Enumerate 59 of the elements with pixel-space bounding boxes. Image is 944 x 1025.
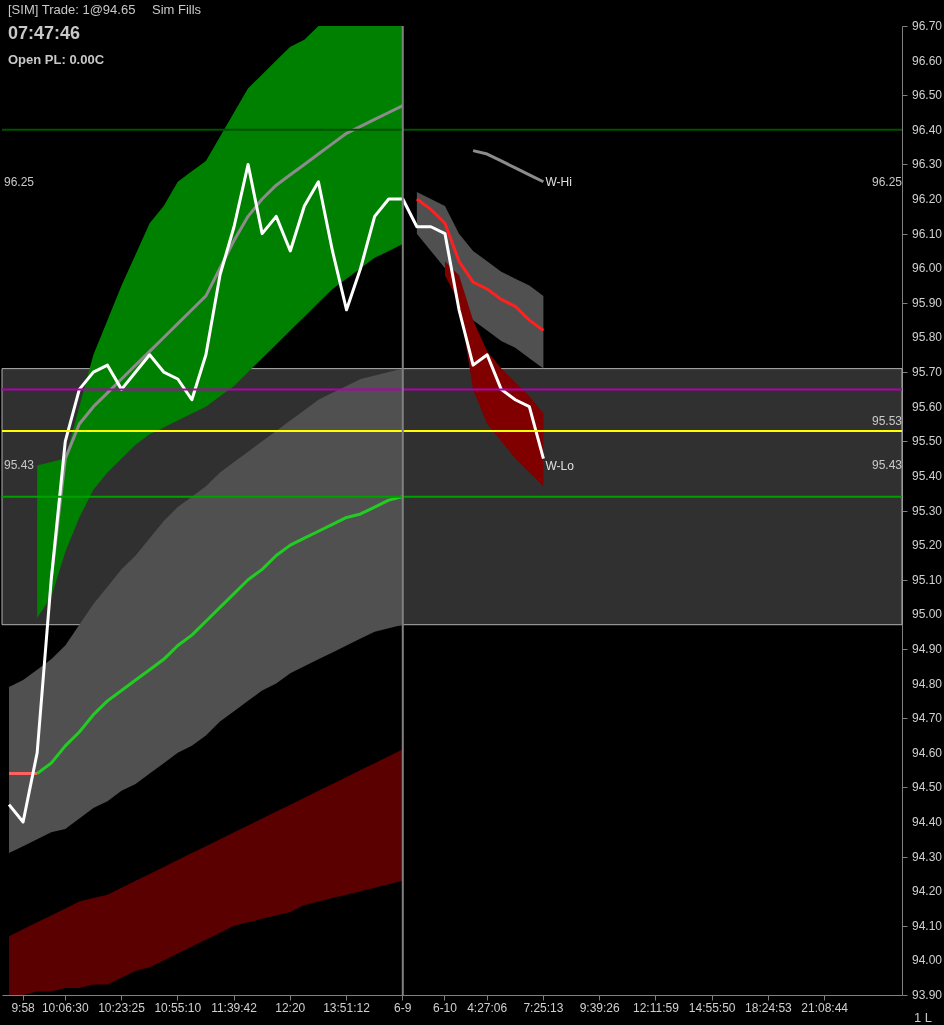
x-tick-label: 6-10 [432,1000,458,1015]
x-tick-label: 4:27:06 [467,1000,508,1015]
y-tick-label: 95.60 [912,399,943,414]
annotation: 95.43 [872,458,903,472]
y-tick-label: 95.20 [912,538,943,553]
y-tick-label: 96.20 [912,192,943,207]
y-tick-label: 96.10 [912,226,943,241]
y-tick-label: 96.00 [912,261,943,276]
y-tick-label: 93.90 [912,988,943,1002]
x-tick-label: 10:55:10 [154,1000,202,1015]
y-tick-label: 94.70 [912,711,943,726]
x-tick-label: 14:55:50 [688,1000,736,1015]
annotation: 96.25 [872,175,903,189]
line-series [35,495,405,776]
x-tick-label: 7:25:13 [523,1000,564,1015]
y-tick-label: 95.70 [912,365,943,380]
y-tick-label: 95.50 [912,434,943,449]
y-tick-label: 96.30 [912,157,943,172]
annotation: 95.43 [4,458,35,472]
annotation: W-Lo [545,458,575,473]
x-tick-label: 18:24:53 [745,1000,793,1015]
y-tick-label: 96.70 [912,19,943,33]
y-tick-label: 95.10 [912,572,943,587]
y-tick-label: 95.80 [912,330,943,345]
text: [SIM] Trade: 1@94.65 [8,2,136,17]
x-tick-label: 12:11:59 [632,1000,680,1015]
line-series [415,197,545,333]
x-tick-label: 10:06:30 [41,1000,89,1015]
y-tick-label: 95.30 [912,503,943,518]
y-tick-label: 96.40 [912,122,943,137]
x-tick-label: 9:58 [11,1000,36,1015]
text: Sim Fills [152,2,202,17]
x-tick-label: 11:39:42 [211,1000,258,1015]
y-tick-label: 95.40 [912,468,943,483]
y-tick-label: 94.10 [912,918,943,933]
y-tick-label: 96.50 [912,88,943,103]
annotation: 95.53 [872,414,903,428]
y-tick-label: 95.90 [912,295,943,310]
y-tick-label: 94.20 [912,884,943,899]
y-tick-label: 94.50 [912,780,943,795]
y-tick-label: 94.90 [912,641,943,656]
x-tick-label: 9:39:26 [579,1000,620,1015]
y-tick-label: 94.00 [912,953,943,968]
y-tick-label: 94.30 [912,849,943,864]
text: 1 L [914,1010,933,1025]
y-tick-label: 94.80 [912,676,943,691]
y-tick-label: 95.00 [912,607,943,622]
annotation: 07:47:46 [8,23,81,43]
y-tick-label: 96.60 [912,53,943,68]
annotation: W-Hi [545,174,572,189]
x-tick-label: 21:08:44 [801,1000,849,1015]
x-tick-label: 6-9 [394,1000,412,1015]
y-tick-label: 94.60 [912,745,943,760]
x-tick-label: 13:51:12 [323,1000,371,1015]
x-tick-label: 12:20 [275,1000,306,1015]
annotation: Open PL: 0.00C [8,52,105,67]
annotation: 96.25 [4,175,35,189]
y-tick-label: 94.40 [912,814,943,829]
x-tick-label: 10:23:25 [98,1000,146,1015]
